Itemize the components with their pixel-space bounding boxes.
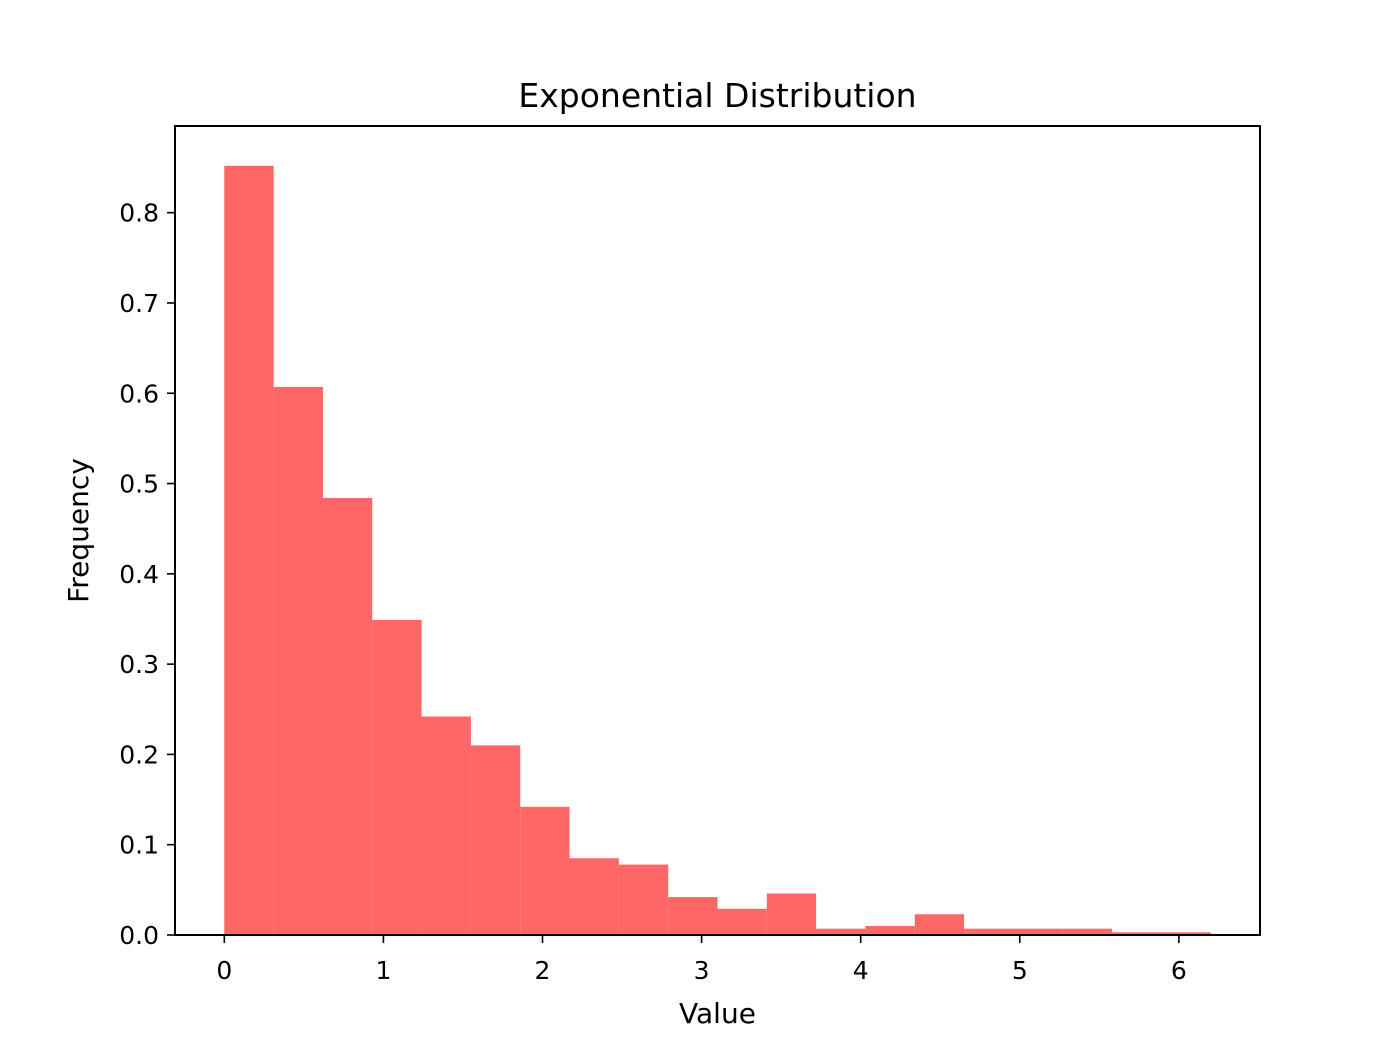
histogram-bar [1013,928,1063,935]
y-tick-label: 0.1 [119,831,159,860]
histogram-bar [224,165,274,936]
y-tick-label: 0.6 [119,379,159,408]
y-tick-label: 0.3 [119,650,159,679]
histogram-bar [1161,932,1211,935]
x-tick-label: 2 [535,956,551,985]
x-axis-label: Value [679,997,756,1030]
histogram-bar [1062,928,1113,935]
histogram-bar [372,619,422,935]
histogram-bar [914,914,965,935]
histogram-bar [421,716,471,935]
histogram-bar [1112,932,1162,935]
y-axis-label: Frequency [62,458,95,603]
x-tick-label: 4 [853,956,869,985]
histogram-bar [865,925,915,935]
y-tick-label: 0.7 [119,289,159,318]
histogram-bar [668,897,718,935]
x-tick-label: 5 [1012,956,1028,985]
histogram-bar [322,497,373,935]
y-tick-label: 0.8 [119,199,159,228]
y-tick-label: 0.5 [119,470,159,499]
x-tick-label: 1 [375,956,391,985]
x-tick-label: 0 [216,956,232,985]
chart-title: Exponential Distribution [518,76,916,115]
bars-layer [224,165,1211,936]
y-tick-label: 0.2 [119,740,159,769]
histogram-bar [520,806,570,935]
x-tick-label: 3 [694,956,710,985]
histogram-bar [569,858,619,935]
x-axis-ticks: 0 1 2 3 4 5 6 [216,935,1187,985]
histogram-bar [964,928,1014,935]
y-tick-label: 0.4 [119,560,159,589]
histogram-bar [717,908,767,935]
histogram-bar [816,928,866,935]
x-tick-label: 6 [1171,956,1187,985]
y-tick-label: 0.0 [119,921,159,950]
histogram-bar [766,893,817,935]
plot-frame [174,125,1261,936]
histogram-bar [470,745,521,935]
y-axis-ticks: 0.0 0.1 0.2 0.3 0.4 0.5 0.6 0.7 0.8 [119,199,175,950]
histogram-bar [273,386,323,936]
histogram-bar [618,864,669,935]
